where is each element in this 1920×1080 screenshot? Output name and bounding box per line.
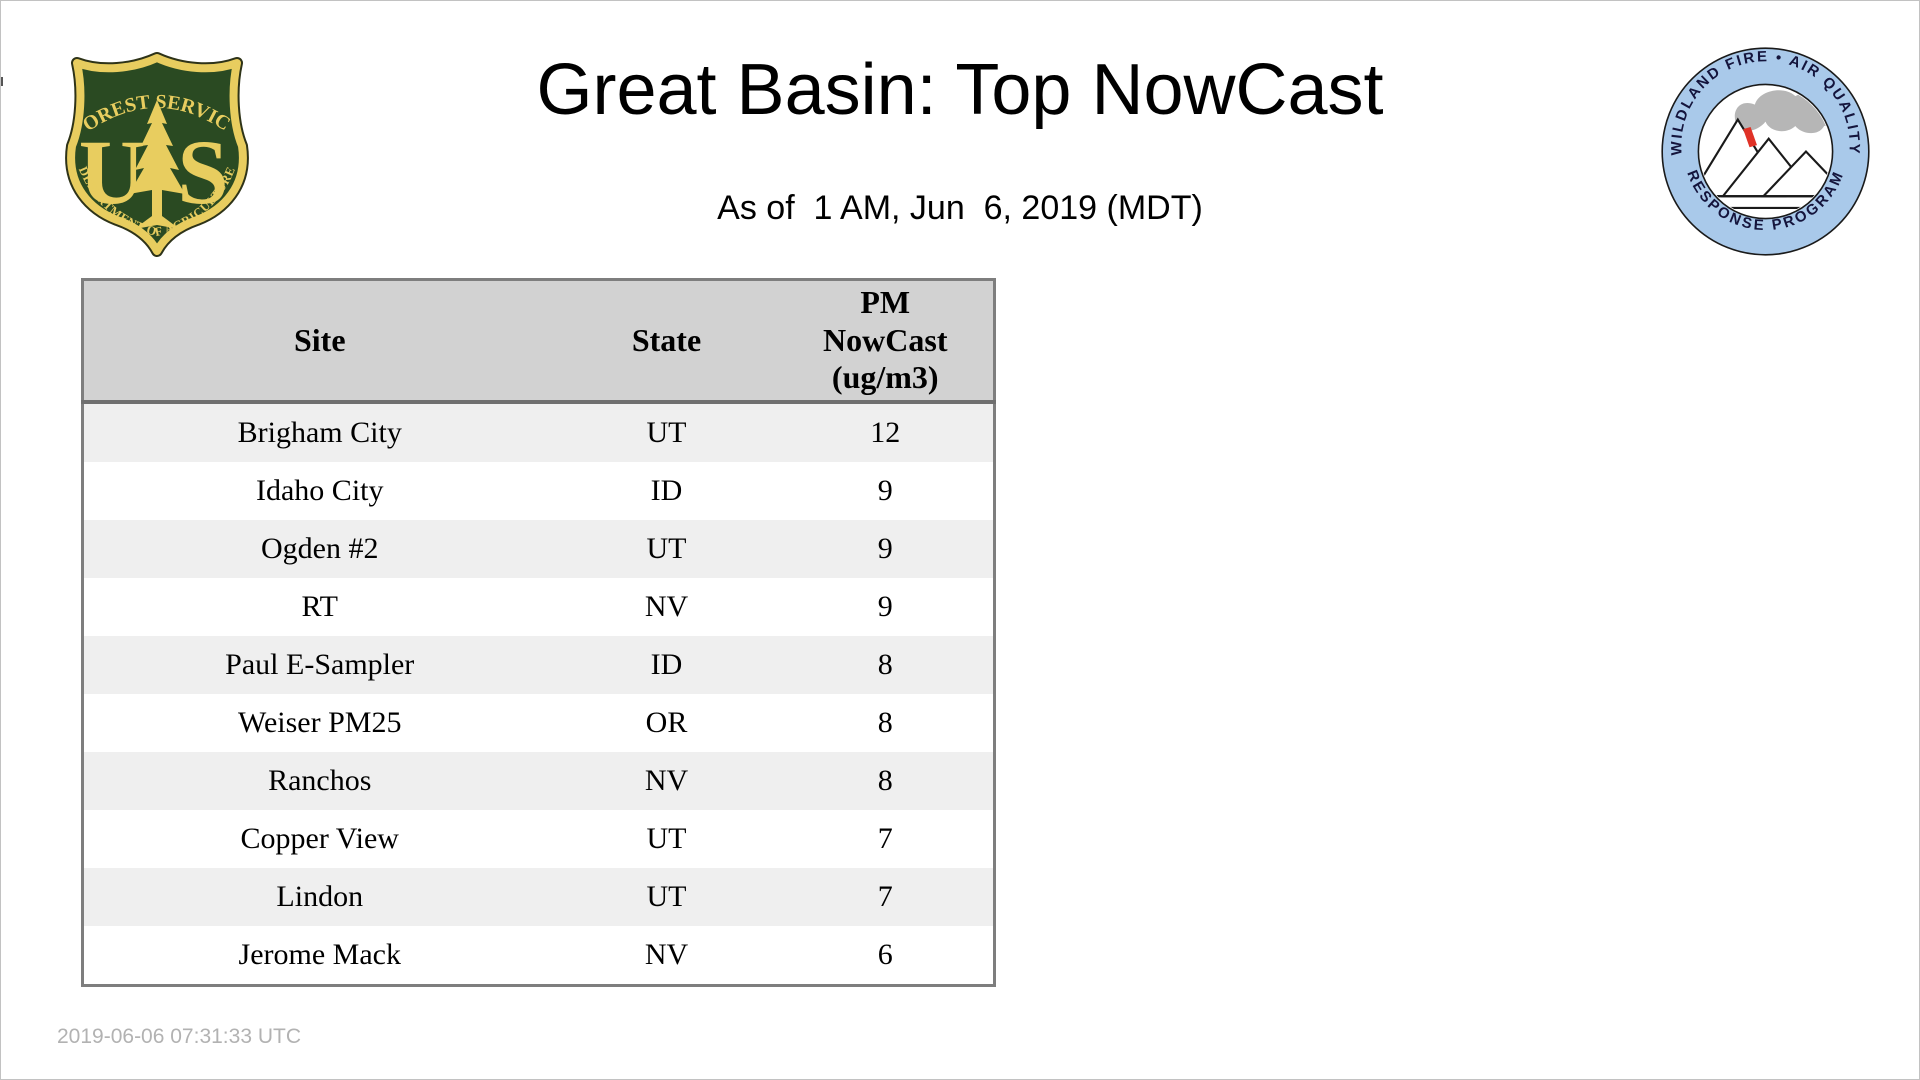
table-row: Paul E-Sampler ID 8 [82,636,995,694]
cell-site: Idaho City [82,462,556,520]
cell-nowcast: 9 [777,578,995,636]
table-row: RT NV 9 [82,578,995,636]
cell-nowcast: 9 [777,462,995,520]
table-row: Idaho City ID 9 [82,462,995,520]
fire-mark-icon [1743,127,1757,148]
cell-site: Ogden #2 [82,520,556,578]
table-row: Copper View UT 7 [82,810,995,868]
usfs-shield-logo-icon: FOREST SERVICE U S DEPARTMENT OF AGRICUL… [57,41,249,257]
wfaqrp-logo-icon: WILDLAND FIRE • AIR QUALITY RESPONSE PRO… [1661,47,1870,256]
usfs-letter-s: S [177,121,228,223]
nowcast-table-body: Brigham City UT 12 Idaho City ID 9 Ogden… [82,402,995,986]
table-row: Lindon UT 7 [82,868,995,926]
cell-site: Jerome Mack [82,926,556,986]
cell-state: NV [555,752,778,810]
table-row: Weiser PM25 OR 8 [82,694,995,752]
footer-timestamp: 2019-06-06 07:31:33 UTC [57,1025,301,1048]
cell-site: RT [82,578,556,636]
cell-state: ID [555,636,778,694]
page-subtitle: As of 1 AM, Jun 6, 2019 (MDT) [717,189,1203,227]
column-header-state: State [555,279,778,404]
cell-state: NV [555,578,778,636]
nowcast-table-header: Site State PM NowCast (ug/m3) [82,279,995,404]
cell-nowcast: 8 [777,752,995,810]
cell-state: UT [555,520,778,578]
cell-site: Brigham City [82,402,556,462]
column-header-pm-nowcast: PM NowCast (ug/m3) [777,279,995,404]
cell-site: Weiser PM25 [82,694,556,752]
table-row: Ogden #2 UT 9 [82,520,995,578]
usfs-letter-u: U [79,121,145,223]
cell-nowcast: 9 [777,520,995,578]
table-row: Brigham City UT 12 [82,402,995,462]
page-title: Great Basin: Top NowCast [536,50,1384,130]
cell-state: UT [555,402,778,462]
cell-site: Lindon [82,868,556,926]
cell-site: Copper View [82,810,556,868]
cell-nowcast: 12 [777,402,995,462]
cell-state: UT [555,868,778,926]
left-edge-artifact [1,77,3,86]
table-row: Ranchos NV 8 [82,752,995,810]
cell-state: NV [555,926,778,986]
cell-site: Ranchos [82,752,556,810]
cell-state: UT [555,810,778,868]
cell-nowcast: 7 [777,810,995,868]
nowcast-table: Site State PM NowCast (ug/m3) Brigham Ci… [81,278,996,987]
cell-nowcast: 6 [777,926,995,986]
column-header-site: Site [82,279,556,404]
pine-tree-icon [129,100,185,229]
cell-nowcast: 7 [777,868,995,926]
cell-nowcast: 8 [777,636,995,694]
cell-state: ID [555,462,778,520]
table-row: Jerome Mack NV 6 [82,926,995,986]
cell-site: Paul E-Sampler [82,636,556,694]
cell-state: OR [555,694,778,752]
cell-nowcast: 8 [777,694,995,752]
